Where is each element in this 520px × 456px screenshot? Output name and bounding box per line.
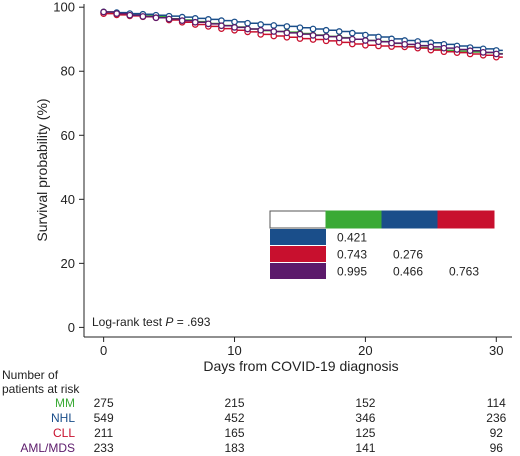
series-point (270, 28, 278, 35)
matrix-pvalue: 0.743 (337, 248, 367, 262)
risk-header-line2: patients at risk (2, 382, 80, 396)
series-point (322, 33, 330, 41)
risk-row-label: NHL (51, 411, 75, 425)
series-point (244, 19, 251, 27)
risk-count: 236 (486, 411, 506, 425)
series-point (257, 21, 265, 28)
matrix-header-cell (437, 210, 495, 229)
series-point (348, 35, 356, 43)
series-point (204, 20, 212, 28)
series-point (466, 47, 474, 55)
x-tick-label: 30 (489, 343, 503, 358)
matrix-row-swatch (270, 263, 326, 279)
plot-area: 0 20 40 60 80 100 0 10 20 30 (53, 0, 512, 358)
pvalue-matrix: 0.421 0.743 0.276 0.995 0.466 0.763 (269, 210, 495, 279)
risk-count: 141 (355, 441, 375, 455)
series-point (178, 17, 186, 24)
series-point (335, 28, 343, 35)
matrix-pvalue: 0.995 (337, 265, 367, 279)
y-tick-label: 40 (61, 192, 75, 207)
series-point (296, 30, 304, 38)
series-point (231, 24, 238, 31)
series-point (440, 44, 448, 52)
risk-count: 215 (225, 396, 245, 410)
risk-row-label: CLL (53, 426, 75, 440)
logrank-prefix: Log-rank test (92, 315, 165, 329)
series-point (113, 10, 121, 17)
risk-count: 233 (94, 441, 114, 455)
series-point (296, 24, 304, 32)
series-point (453, 46, 461, 53)
risk-count: 92 (490, 426, 504, 440)
series-point (270, 22, 278, 29)
x-axis-title: Days from COVID-19 diagnosis (203, 358, 398, 374)
risk-header-line1: Number of (2, 368, 59, 382)
logrank-suffix: = .693 (173, 315, 210, 329)
series-point (244, 25, 251, 33)
risk-count: 114 (487, 396, 506, 410)
series-point (492, 50, 500, 58)
series-point (322, 26, 330, 34)
x-tick-label: 0 (100, 343, 107, 358)
matrix-row-swatch (270, 246, 326, 262)
series-point (388, 39, 395, 47)
risk-count: 125 (355, 426, 375, 440)
series-point (152, 14, 160, 22)
series-point (362, 37, 369, 44)
y-axis-title: Survival probability (%) (34, 98, 50, 241)
matrix-pvalue: 0.421 (337, 231, 367, 245)
risk-count: 183 (225, 441, 245, 455)
risk-count: 549 (94, 411, 114, 425)
series-point (100, 8, 107, 16)
series-point (257, 26, 265, 34)
risk-table: MM 275 215 152 114 NHL 549 452 346 236 CLL 211 165 12… (20, 396, 506, 455)
series-point (165, 15, 173, 23)
series-point (126, 11, 134, 19)
series-3 (100, 8, 503, 58)
matrix-pvalue: 0.763 (449, 265, 479, 279)
logrank-p: P (165, 315, 173, 329)
series-point (218, 22, 225, 30)
risk-count: 165 (225, 426, 245, 440)
risk-row-label: AML/MDS (20, 441, 75, 455)
series-point (191, 18, 199, 26)
matrix-pvalue: 0.276 (393, 248, 423, 262)
risk-count: 275 (94, 396, 114, 410)
series-point (348, 29, 356, 37)
matrix-header-cell (325, 210, 383, 229)
risk-count: 152 (355, 396, 375, 410)
y-tick-label: 20 (61, 256, 75, 271)
matrix-pvalue: 0.466 (393, 265, 423, 279)
matrix-header-cell (269, 210, 327, 229)
x-tick-label: 10 (227, 343, 241, 358)
series-point (309, 32, 317, 39)
series-point (231, 18, 238, 26)
y-tick-label: 100 (53, 0, 75, 15)
series-point (283, 29, 291, 37)
series-point (414, 42, 422, 49)
series-point (362, 31, 369, 39)
y-tick-label: 0 (68, 320, 75, 335)
series-point (335, 34, 343, 42)
risk-row-label: MM (55, 396, 75, 410)
x-tick-label: 20 (358, 343, 372, 358)
risk-count: 96 (490, 441, 504, 455)
series-point (309, 25, 317, 33)
logrank-annotation: Log-rank test P = .693 (92, 315, 211, 329)
series-point (401, 40, 409, 48)
y-tick-label: 60 (61, 128, 75, 143)
series-point (375, 38, 382, 46)
series-point (139, 13, 147, 20)
risk-count: 346 (355, 411, 375, 425)
series-point (283, 23, 291, 30)
series-point (427, 43, 435, 51)
series-point (479, 48, 487, 56)
risk-count: 211 (94, 426, 113, 440)
matrix-row-swatch (270, 229, 326, 245)
y-tick-label: 80 (61, 64, 75, 79)
matrix-header-cell (381, 210, 439, 229)
risk-count: 452 (225, 411, 245, 425)
